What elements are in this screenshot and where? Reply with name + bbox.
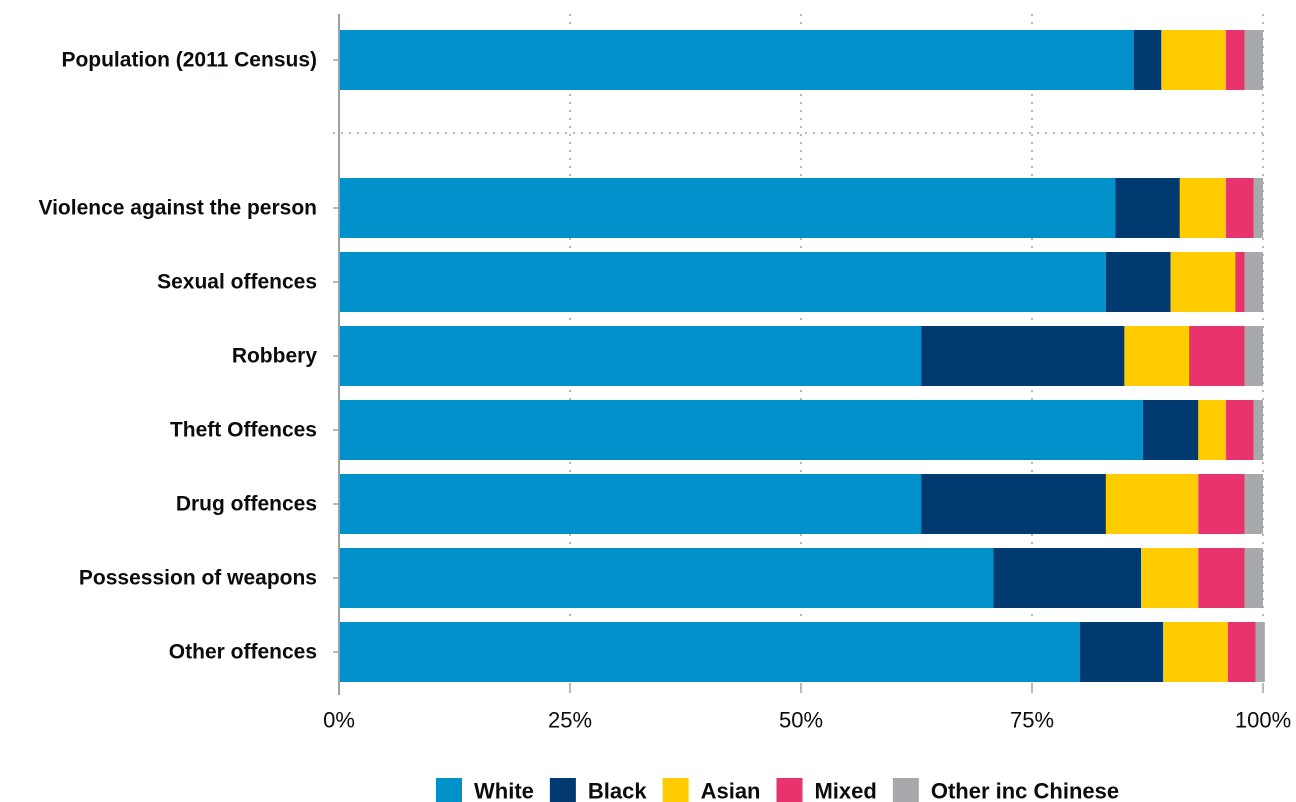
bar-segment-other-inc-chinese xyxy=(1244,326,1263,386)
bar-segment-other-inc-chinese xyxy=(1253,400,1263,460)
bar-segment-other-inc-chinese xyxy=(1244,30,1263,90)
category-label: Theft Offences xyxy=(170,419,317,442)
bar-segment-other-inc-chinese xyxy=(1244,252,1263,312)
bar-segment-mixed xyxy=(1198,474,1245,534)
legend-swatch-black xyxy=(549,778,576,802)
bar-segment-black xyxy=(921,326,1125,386)
legend-label-white: White xyxy=(474,779,534,802)
legend-label-black: Black xyxy=(588,779,647,802)
bar-segment-mixed xyxy=(1235,252,1245,312)
x-tick-label: 75% xyxy=(1010,708,1054,733)
bar-segment-asian xyxy=(1105,474,1199,534)
bar-segment-black xyxy=(993,548,1142,608)
category-label: Robbery xyxy=(232,345,318,368)
legend-swatch-asian xyxy=(662,778,689,802)
bar-segment-other-inc-chinese xyxy=(1244,548,1263,608)
bar-segment-asian xyxy=(1161,30,1227,90)
bar-segment-black xyxy=(1115,178,1180,238)
bar-segment-mixed xyxy=(1227,622,1256,682)
bar-segment-mixed xyxy=(1226,178,1254,238)
legend-label-other-inc-chinese: Other inc Chinese xyxy=(931,779,1119,802)
legend: White Black Asian Mixed Other inc Chinese xyxy=(436,778,1119,802)
grid-layer xyxy=(333,14,1264,683)
bar-segment-white xyxy=(339,548,994,608)
legend-label-asian: Asian xyxy=(701,779,761,802)
bar-segment-mixed xyxy=(1226,400,1254,460)
bar-segment-asian xyxy=(1179,178,1227,238)
legend-swatch-white xyxy=(436,778,462,802)
legend-swatch-mixed xyxy=(776,778,803,802)
bar-segment-mixed xyxy=(1198,548,1245,608)
bar-segment-white xyxy=(339,326,922,386)
category-label: Sexual offences xyxy=(157,271,317,294)
x-tick-label: 25% xyxy=(548,708,592,733)
bar-segment-mixed xyxy=(1189,326,1245,386)
bar-segment-white xyxy=(339,622,1081,682)
bar-segment-asian xyxy=(1124,326,1190,386)
bar-segment-black xyxy=(1133,30,1162,90)
category-label: Violence against the person xyxy=(38,197,317,220)
bar-segment-white xyxy=(339,178,1116,238)
x-tick-label: 50% xyxy=(779,708,823,733)
bar-segment-asian xyxy=(1198,400,1227,460)
category-label: Population (2011 Census) xyxy=(61,49,317,72)
bar-segment-asian xyxy=(1163,622,1228,682)
x-tick-labels: 0% 25% 50% 75% 100% xyxy=(323,708,1291,733)
category-label: Drug offences xyxy=(176,493,317,516)
bar-segment-asian xyxy=(1170,252,1236,312)
bar-segment-other-inc-chinese xyxy=(1253,178,1263,238)
bar-segment-white xyxy=(339,400,1143,460)
x-tick-label: 0% xyxy=(323,708,355,733)
legend-label-mixed: Mixed xyxy=(814,779,876,802)
bar-segment-white xyxy=(339,252,1106,312)
bar-segment-other-inc-chinese xyxy=(1255,622,1265,682)
category-label: Other offences xyxy=(169,641,317,664)
category-labels: Population (2011 Census) Violence against… xyxy=(38,49,317,664)
bar-segment-black xyxy=(921,474,1106,534)
axis-layer xyxy=(333,14,1264,695)
bar-segment-white xyxy=(339,30,1134,90)
bar-segment-black xyxy=(1105,252,1171,312)
bar-segment-black xyxy=(1142,400,1199,460)
bars-layer xyxy=(339,30,1265,682)
category-label: Possession of weapons xyxy=(79,567,317,590)
bar-segment-black xyxy=(1080,622,1164,682)
bar-segment-other-inc-chinese xyxy=(1244,474,1263,534)
legend-swatch-other-inc-chinese xyxy=(892,778,919,802)
x-tick-label: 100% xyxy=(1235,708,1291,733)
bar-segment-mixed xyxy=(1226,30,1245,90)
bar-segment-asian xyxy=(1141,548,1199,608)
bar-segment-white xyxy=(339,474,922,534)
